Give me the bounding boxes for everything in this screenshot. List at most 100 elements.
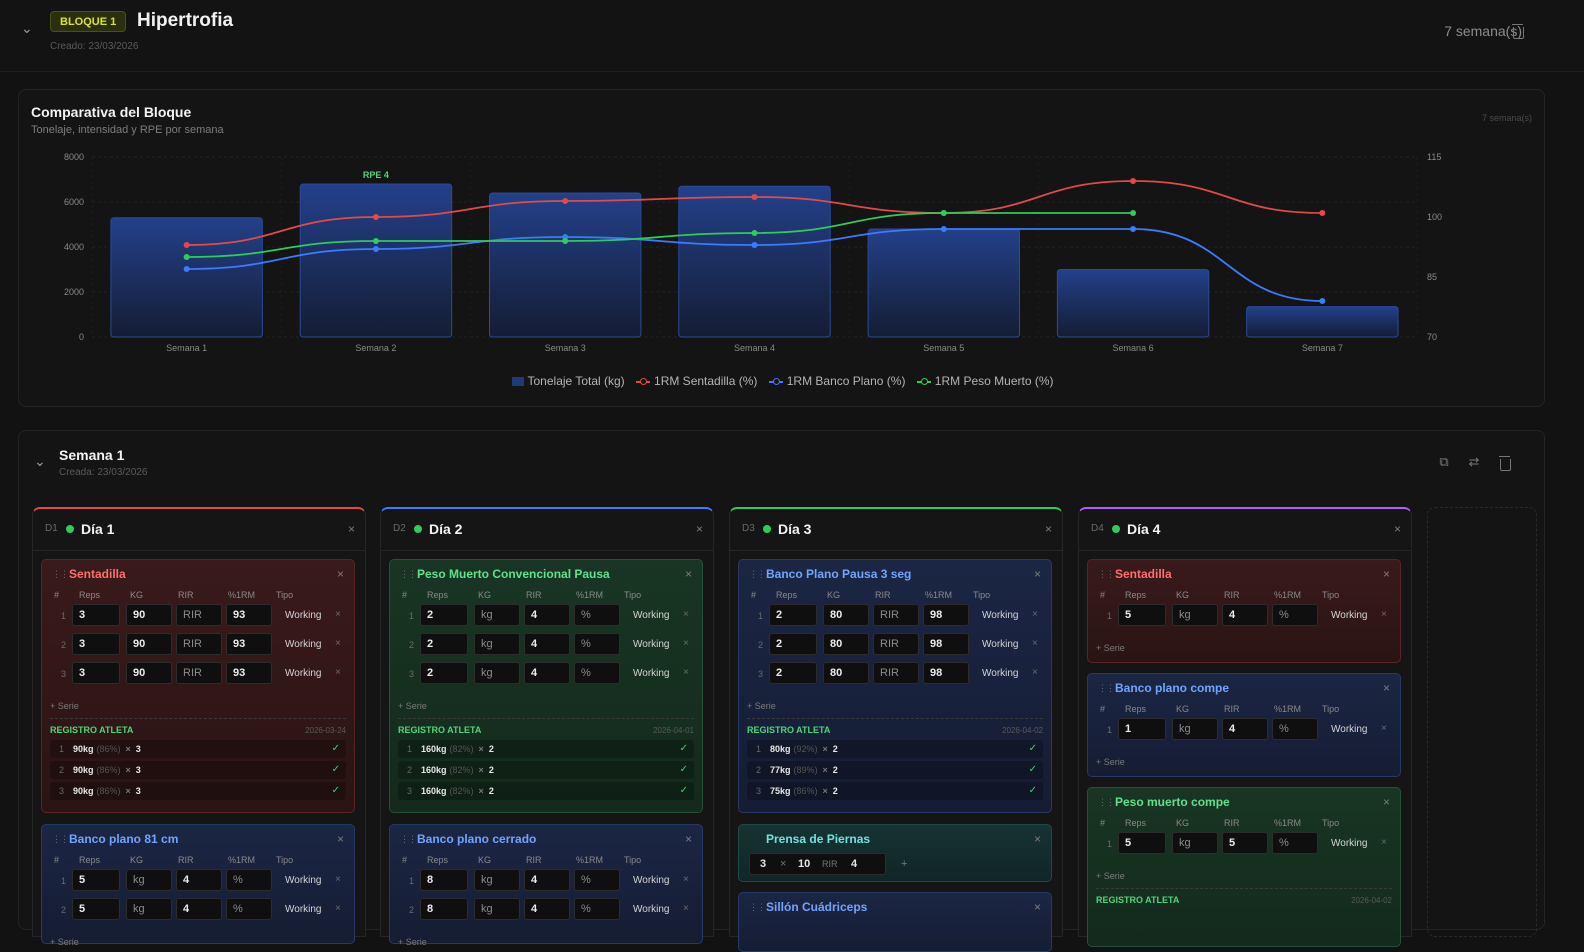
add-day-placeholder[interactable]: [1427, 507, 1537, 937]
set-input[interactable]: 90: [126, 633, 172, 655]
set-input[interactable]: %: [226, 898, 272, 920]
remove-set-icon[interactable]: ×: [683, 638, 689, 649]
set-input[interactable]: kg: [126, 898, 172, 920]
set-input[interactable]: 90: [126, 604, 172, 626]
set-input[interactable]: 5: [72, 869, 120, 891]
legend-banco[interactable]: 1RM Banco Plano (%): [768, 374, 905, 388]
set-input[interactable]: kg: [126, 869, 172, 891]
set-input[interactable]: kg: [1172, 832, 1218, 854]
trash-icon[interactable]: [1511, 24, 1524, 39]
set-input[interactable]: kg: [474, 869, 520, 891]
close-icon[interactable]: ×: [347, 522, 355, 536]
set-type-select[interactable]: Working: [285, 904, 322, 915]
add-serie-button[interactable]: + Serie: [50, 937, 79, 947]
set-type-select[interactable]: Working: [633, 610, 670, 621]
set-input[interactable]: RIR: [873, 662, 919, 684]
remove-set-icon[interactable]: ×: [335, 638, 341, 649]
remove-set-icon[interactable]: ×: [1032, 667, 1038, 678]
drag-handle-icon[interactable]: ⋮⋮: [749, 902, 766, 912]
set-input[interactable]: 98: [923, 662, 969, 684]
set-input[interactable]: 4: [1222, 718, 1268, 740]
set-input[interactable]: 98: [923, 633, 969, 655]
set-type-select[interactable]: Working: [1331, 610, 1368, 621]
drag-handle-icon[interactable]: ⋮⋮: [400, 569, 417, 579]
add-serie-button[interactable]: + Serie: [50, 701, 79, 711]
set-type-select[interactable]: Working: [285, 668, 322, 679]
set-input[interactable]: RIR: [176, 604, 222, 626]
set-input[interactable]: %: [574, 869, 620, 891]
chevron-down-icon[interactable]: ⌄: [21, 20, 33, 36]
remove-set-icon[interactable]: ×: [683, 609, 689, 620]
set-input[interactable]: RIR: [176, 633, 222, 655]
close-icon[interactable]: ×: [1044, 522, 1052, 536]
add-serie-button[interactable]: + Serie: [747, 701, 776, 711]
set-input[interactable]: 2: [769, 633, 817, 655]
remove-set-icon[interactable]: ×: [1381, 609, 1387, 620]
legend-tonelaje[interactable]: Tonelaje Total (kg): [511, 374, 625, 388]
set-type-select[interactable]: Working: [1331, 838, 1368, 849]
set-type-select[interactable]: Working: [633, 875, 670, 886]
drag-handle-icon[interactable]: ⋮⋮: [1098, 797, 1115, 807]
close-icon[interactable]: ×: [684, 832, 692, 846]
drag-handle-icon[interactable]: ⋮⋮: [400, 834, 417, 844]
set-input[interactable]: %: [1272, 832, 1318, 854]
set-input[interactable]: kg: [474, 898, 520, 920]
set-input[interactable]: kg: [474, 662, 520, 684]
copy-icon[interactable]: ⧉: [1439, 454, 1449, 469]
set-input[interactable]: 93: [226, 662, 272, 684]
set-type-select[interactable]: Working: [285, 639, 322, 650]
set-input[interactable]: RIR: [873, 633, 919, 655]
set-type-select[interactable]: Working: [285, 610, 322, 621]
set-input[interactable]: 2: [420, 633, 468, 655]
set-input[interactable]: 8: [420, 898, 468, 920]
remove-set-icon[interactable]: ×: [683, 903, 689, 914]
add-serie-button[interactable]: + Serie: [1096, 871, 1125, 881]
set-input[interactable]: RIR: [873, 604, 919, 626]
set-input[interactable]: %: [574, 633, 620, 655]
set-type-select[interactable]: Working: [633, 639, 670, 650]
remove-set-icon[interactable]: ×: [1032, 638, 1038, 649]
remove-set-icon[interactable]: ×: [335, 609, 341, 620]
close-icon[interactable]: ×: [1033, 567, 1041, 581]
set-input[interactable]: 90: [126, 662, 172, 684]
set-input[interactable]: 4: [176, 869, 222, 891]
legend-sentadilla[interactable]: 1RM Sentadilla (%): [636, 374, 757, 388]
remove-set-icon[interactable]: ×: [335, 667, 341, 678]
block-header[interactable]: ⌄ BLOQUE 1 Hipertrofia Creado: 23/03/202…: [0, 0, 1584, 72]
set-input[interactable]: RIR: [176, 662, 222, 684]
chevron-down-icon[interactable]: ⌄: [34, 453, 46, 469]
set-input[interactable]: 3: [72, 604, 120, 626]
set-type-select[interactable]: Working: [982, 668, 1019, 679]
close-icon[interactable]: ×: [1033, 900, 1041, 914]
remove-set-icon[interactable]: ×: [1381, 837, 1387, 848]
set-type-select[interactable]: Working: [633, 904, 670, 915]
close-icon[interactable]: ×: [336, 832, 344, 846]
set-input[interactable]: 80: [823, 662, 869, 684]
set-input[interactable]: 5: [1118, 604, 1166, 626]
drag-handle-icon[interactable]: ⋮⋮: [1098, 683, 1115, 693]
drag-handle-icon[interactable]: ⋮⋮: [52, 569, 69, 579]
set-input[interactable]: 4: [1222, 604, 1268, 626]
set-input[interactable]: 4: [524, 633, 570, 655]
set-input[interactable]: 5: [72, 898, 120, 920]
set-input[interactable]: 98: [923, 604, 969, 626]
set-input[interactable]: 4: [524, 662, 570, 684]
close-icon[interactable]: ×: [1033, 832, 1041, 846]
set-input[interactable]: kg: [474, 633, 520, 655]
set-input[interactable]: %: [574, 604, 620, 626]
drag-handle-icon[interactable]: ⋮⋮: [749, 569, 766, 579]
close-icon[interactable]: ×: [1382, 567, 1390, 581]
set-input[interactable]: 3: [72, 633, 120, 655]
set-type-select[interactable]: Working: [285, 875, 322, 886]
close-icon[interactable]: ×: [336, 567, 344, 581]
remove-set-icon[interactable]: ×: [683, 874, 689, 885]
add-set-button[interactable]: +: [901, 858, 908, 870]
set-input[interactable]: 2: [420, 662, 468, 684]
compact-set[interactable]: 3 × 10 RIR 4: [749, 853, 886, 875]
set-input[interactable]: %: [574, 898, 620, 920]
swap-icon[interactable]: ⇄: [1468, 454, 1480, 469]
set-input[interactable]: %: [226, 869, 272, 891]
set-input[interactable]: 4: [524, 869, 570, 891]
remove-set-icon[interactable]: ×: [335, 903, 341, 914]
set-input[interactable]: 2: [769, 604, 817, 626]
